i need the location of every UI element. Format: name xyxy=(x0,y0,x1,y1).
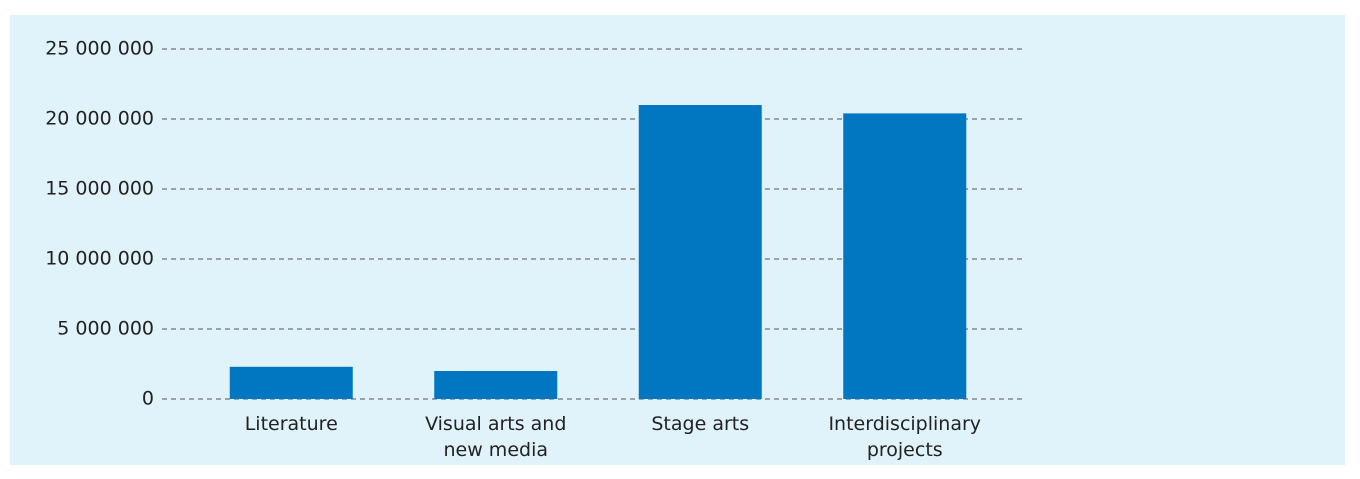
bar xyxy=(638,105,762,399)
x-tick-label: Interdisciplinary projects xyxy=(828,413,982,461)
y-tick-label: 25 000 000 xyxy=(45,38,154,60)
bar xyxy=(434,371,558,399)
x-tick-label: Literature xyxy=(244,413,338,435)
bar xyxy=(229,366,353,399)
y-tick-label: 15 000 000 xyxy=(45,178,154,200)
y-tick-label: 5 000 000 xyxy=(57,318,154,340)
x-tick-label: Stage arts xyxy=(651,413,750,435)
y-tick-label: 20 000 000 xyxy=(45,108,154,130)
y-tick-label: 0 xyxy=(142,388,154,410)
x-tick-label: Visual arts and new media xyxy=(425,413,567,461)
y-tick-label: 10 000 000 xyxy=(45,248,154,270)
bar xyxy=(843,113,967,400)
